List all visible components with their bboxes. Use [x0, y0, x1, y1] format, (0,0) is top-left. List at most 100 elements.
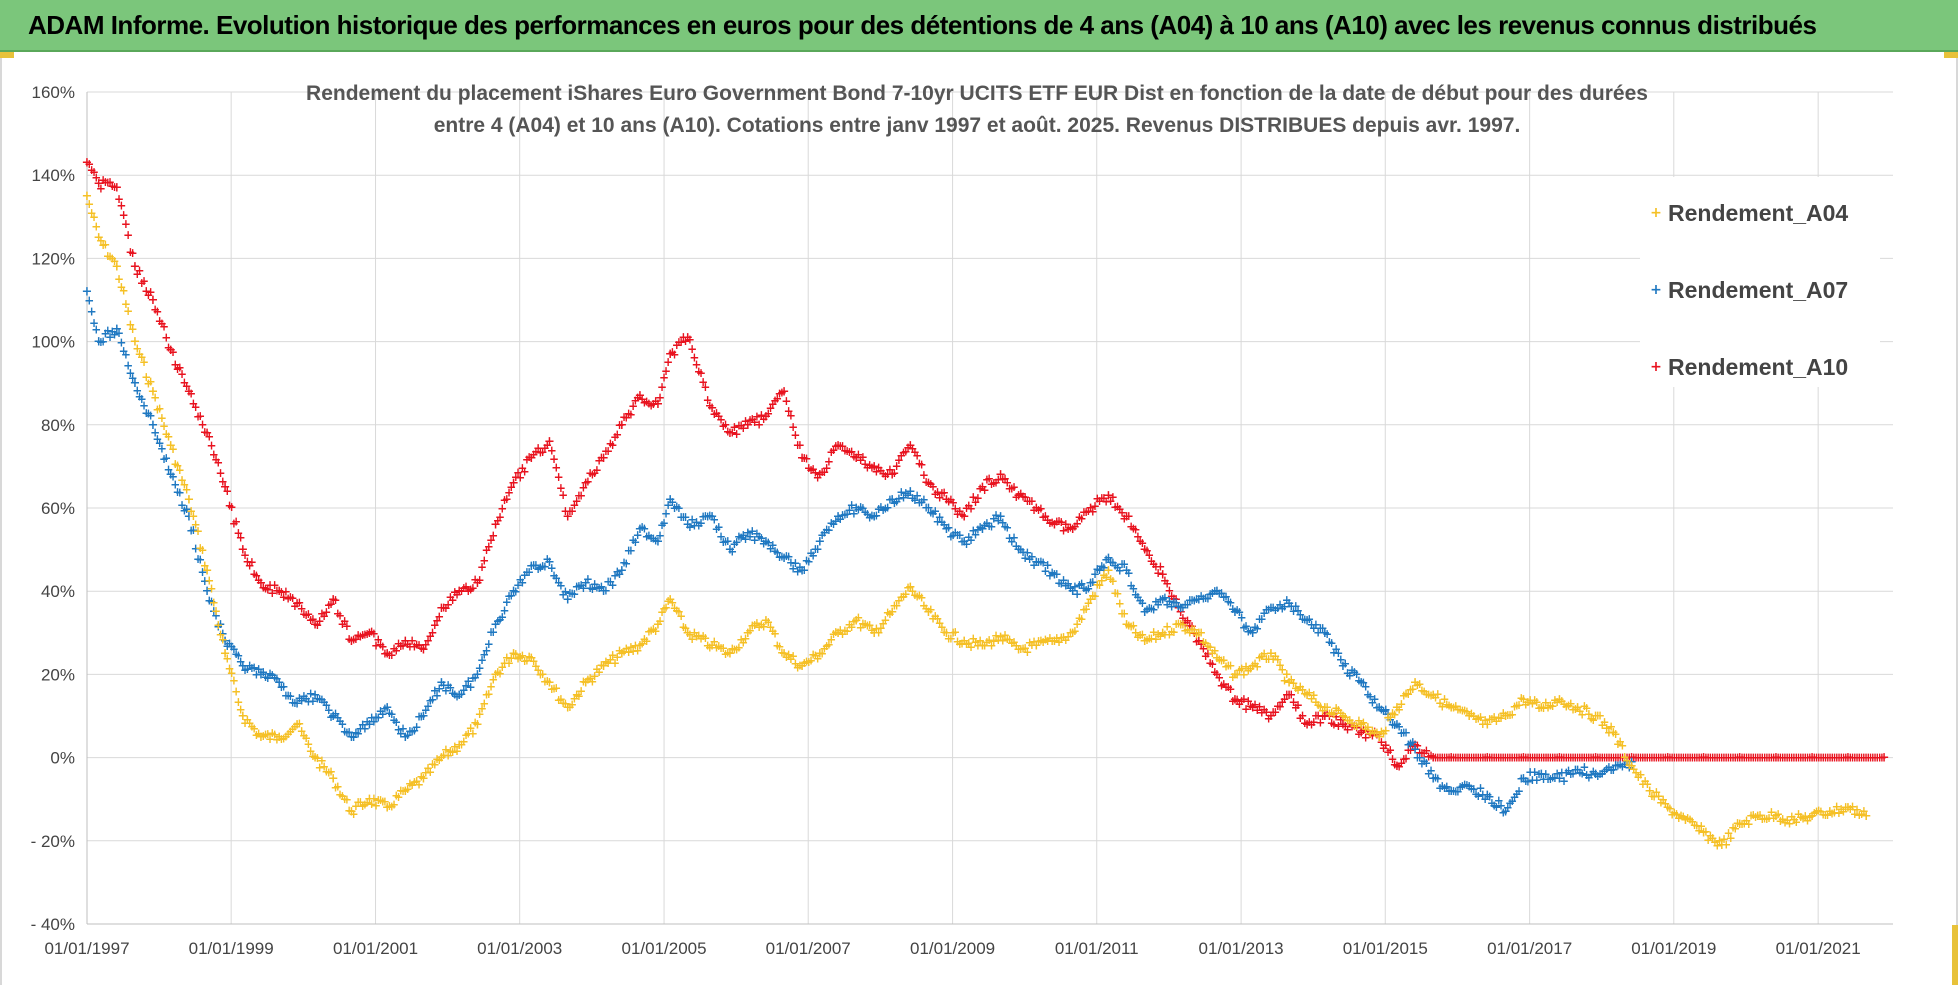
data-point: + [1171, 617, 1181, 631]
data-point: + [1013, 642, 1024, 657]
data-point: + [703, 509, 713, 523]
data-point: + [177, 367, 187, 381]
data-point: + [466, 582, 476, 596]
data-point: + [754, 530, 764, 544]
data-point: + [193, 410, 203, 424]
data-point: + [1131, 523, 1141, 537]
data-point: + [1723, 826, 1733, 840]
data-point: + [1313, 709, 1323, 723]
data-point: + [959, 634, 970, 649]
data-point: + [312, 692, 322, 706]
data-point: + [1205, 640, 1215, 654]
data-point: + [705, 398, 715, 412]
data-point: + [1291, 701, 1301, 715]
data-point: + [741, 631, 751, 645]
data-point: + [517, 575, 527, 589]
data-point: + [150, 391, 160, 405]
data-point: + [398, 638, 408, 652]
data-point: + [1798, 751, 1808, 765]
data-point: + [242, 554, 252, 568]
data-point: + [1678, 809, 1688, 823]
data-point: + [186, 524, 196, 538]
data-point: + [1018, 545, 1028, 559]
data-point: + [520, 465, 530, 479]
data-point: + [358, 799, 368, 813]
data-point: + [1678, 751, 1688, 765]
data-point: + [935, 491, 945, 505]
data-point: + [939, 518, 949, 532]
data-point: + [1016, 542, 1026, 556]
data-point: + [1284, 688, 1295, 703]
data-point: + [283, 591, 293, 605]
data-point: + [750, 533, 760, 547]
data-point: + [276, 732, 286, 746]
data-point: + [1557, 694, 1567, 708]
data-point: + [849, 507, 859, 521]
data-point: + [1223, 680, 1233, 694]
data-point: + [1067, 522, 1078, 537]
data-point: + [1182, 623, 1192, 637]
data-point: + [835, 439, 845, 453]
data-point: + [723, 645, 733, 659]
data-point: + [267, 586, 277, 600]
data-point: + [1523, 751, 1533, 765]
data-point: + [1496, 711, 1506, 725]
data-point: + [1189, 626, 1199, 640]
data-point: + [394, 723, 404, 737]
data-point: + [1879, 751, 1890, 766]
data-point: + [842, 624, 852, 638]
data-point: + [828, 517, 838, 531]
data-point: + [1412, 678, 1422, 692]
data-point: + [150, 425, 160, 439]
data-point: + [1442, 780, 1452, 794]
data-point: + [155, 402, 165, 416]
data-point: + [741, 414, 751, 428]
data-point: + [594, 454, 604, 468]
data-point: + [535, 446, 545, 460]
data-point: + [892, 459, 902, 473]
data-point: + [1099, 491, 1109, 505]
data-point: + [1261, 705, 1271, 719]
data-point: + [937, 486, 947, 500]
data-point: + [337, 617, 347, 631]
data-point: + [477, 560, 487, 574]
data-point: + [249, 661, 259, 675]
data-point: + [1514, 751, 1524, 765]
data-point: + [1265, 647, 1276, 662]
data-point: + [200, 425, 210, 439]
data-point: + [292, 717, 303, 732]
data-point: + [391, 643, 401, 657]
data-point: + [1455, 751, 1465, 765]
data-point: + [1791, 751, 1801, 765]
data-point: + [1315, 699, 1325, 713]
data-point: + [1615, 734, 1625, 748]
data-point: + [928, 480, 938, 494]
data-point: + [1494, 751, 1504, 765]
data-point: + [1604, 751, 1614, 765]
data-point: + [139, 355, 149, 369]
data-point: + [1207, 586, 1217, 600]
data-point: + [1505, 796, 1515, 810]
data-point: + [689, 350, 699, 364]
data-point: + [157, 442, 167, 456]
data-point: + [1074, 578, 1084, 592]
data-point: + [500, 493, 510, 507]
data-point: + [107, 324, 117, 338]
data-point: + [1157, 593, 1168, 608]
data-point: + [183, 493, 194, 508]
data-point: + [1494, 710, 1504, 724]
data-point: + [1196, 637, 1206, 651]
x-tick-label: 01/01/2009 [910, 939, 995, 958]
data-point: + [200, 558, 210, 572]
data-point: + [1620, 750, 1630, 764]
data-point: + [937, 515, 947, 529]
data-point: + [183, 509, 194, 524]
data-point: + [281, 688, 291, 702]
data-point: + [321, 605, 331, 619]
data-point: + [110, 327, 120, 341]
data-point: + [1841, 800, 1851, 814]
data-point: + [1696, 819, 1706, 833]
data-point: + [1363, 687, 1373, 701]
data-point: + [333, 711, 343, 725]
data-point: + [720, 647, 730, 661]
